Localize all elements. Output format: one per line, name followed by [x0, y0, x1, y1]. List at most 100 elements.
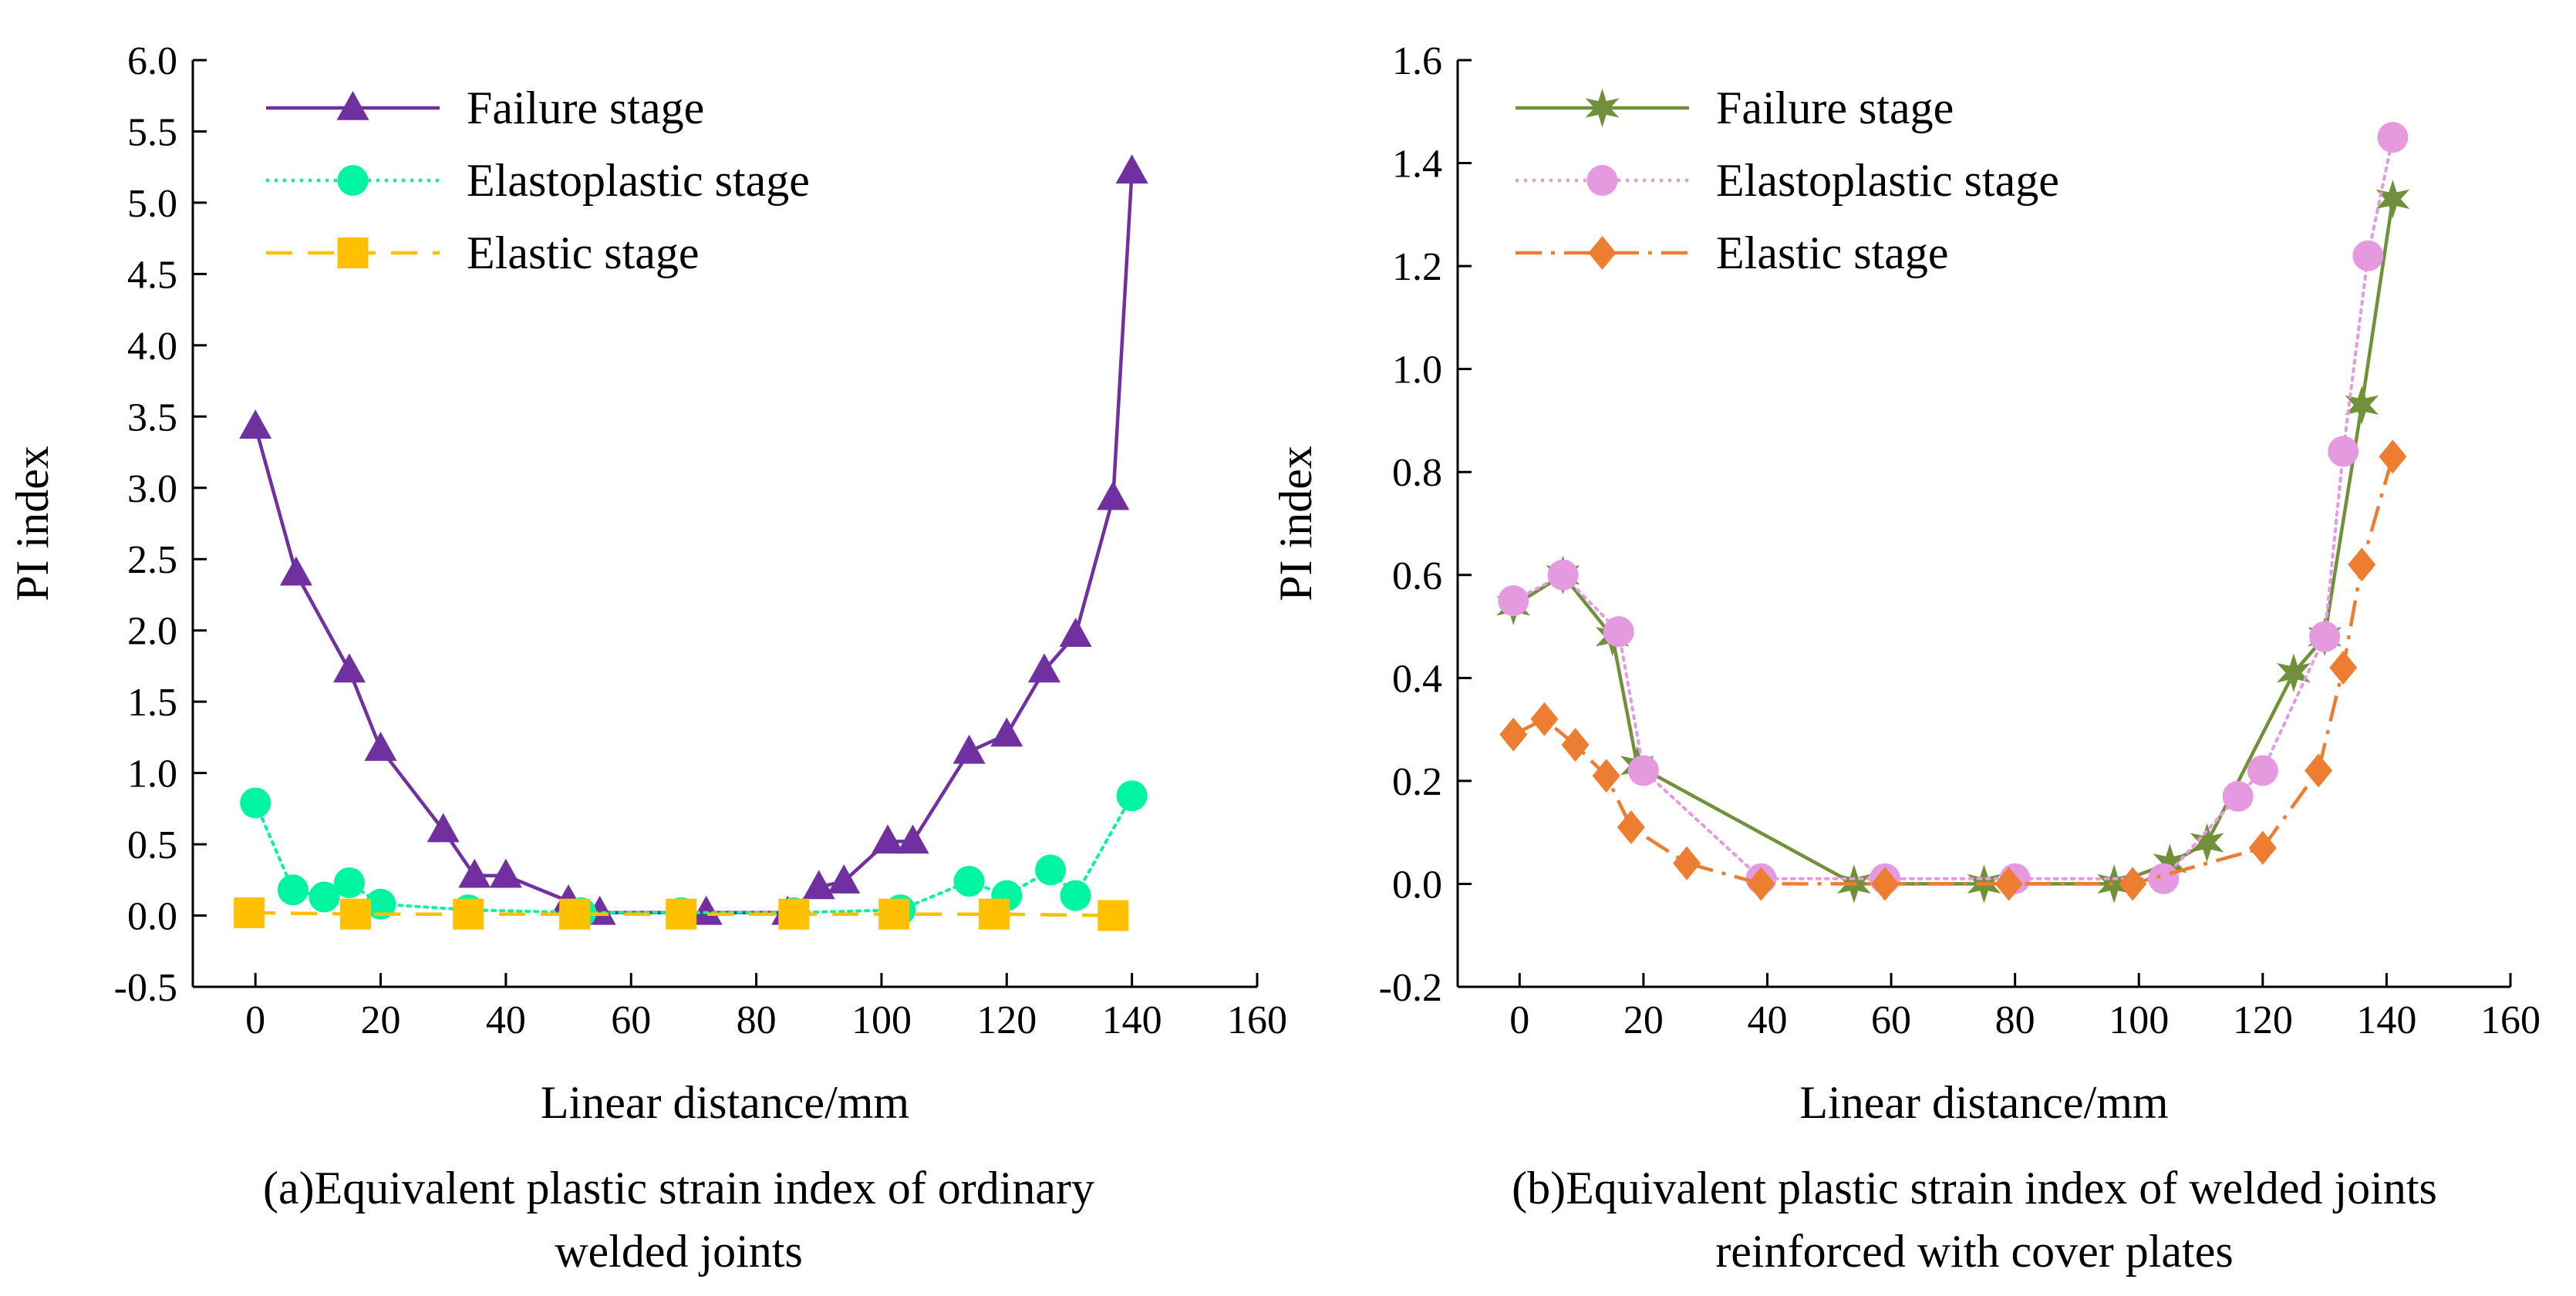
x-tick-label-a: 60: [611, 998, 651, 1042]
data-point-b-0: [2190, 823, 2224, 863]
data-point-b-2: [1871, 867, 1900, 901]
data-point-a-0: [953, 734, 986, 764]
y-tick-label-b: -0.2: [1379, 966, 1442, 1010]
caption-a-line1: (a)Equivalent plastic strain index of or…: [263, 1163, 1094, 1214]
data-point-b-2: [2348, 547, 2376, 582]
legend-label-a-0: Failure stage: [467, 82, 704, 133]
legend-marker-b-2: [1588, 236, 1617, 270]
data-point-a-2: [1097, 900, 1129, 931]
y-tick-label-a: 4.5: [127, 253, 177, 297]
data-point-a-1: [277, 874, 309, 906]
data-point-a-1: [365, 888, 396, 920]
legend-label-a-2: Elastic stage: [467, 227, 700, 278]
data-point-b-2: [1617, 810, 1645, 844]
chart-panel-a: -0.5 0.0 0.5 1.0 1.5 2.0 2.5 3.0 3.5 4.0 4.5 5.0 5.5…: [7, 39, 1287, 1128]
x-tick-label-a: 40: [486, 998, 526, 1042]
legend-label-b-1: Elastoplastic stage: [1716, 155, 2059, 206]
data-point-a-0: [1115, 154, 1148, 183]
x-tick-label-a: 160: [1227, 998, 1287, 1042]
data-point-a-0: [896, 824, 929, 854]
data-point-b-2: [2379, 439, 2407, 474]
data-point-a-2: [878, 898, 910, 930]
series-line-a-0: [254, 171, 1134, 915]
data-point-a-0: [489, 858, 522, 888]
data-point-a-0: [690, 895, 723, 925]
data-point-b-1: [2309, 621, 2341, 652]
data-point-b-2: [2329, 650, 2358, 685]
y-tick-label-b: 0.6: [1392, 554, 1442, 598]
legend-marker-a-2: [337, 237, 369, 268]
y-tick-label-a: 5.5: [127, 110, 177, 154]
x-tick-label-b: 100: [2109, 998, 2169, 1042]
data-point-b-1: [1498, 585, 1529, 617]
data-point-b-1: [2352, 240, 2384, 271]
data-point-a-1: [1035, 854, 1067, 886]
data-point-b-2: [1994, 867, 2023, 901]
x-tick-label-a: 80: [737, 998, 777, 1042]
data-point-a-1: [953, 866, 985, 897]
caption-b-line2: reinforced with cover plates: [1715, 1226, 2234, 1277]
y-tick-label-b: 1.0: [1392, 348, 1442, 392]
data-point-b-2: [1592, 759, 1620, 793]
data-point-a-1: [1060, 880, 1091, 911]
y-tick-label-a: 1.0: [127, 752, 177, 796]
caption-a: (a)Equivalent plastic strain index of or…: [147, 1156, 1211, 1283]
data-point-a-1: [309, 881, 340, 913]
data-point-a-0: [332, 653, 366, 683]
data-point-a-2: [778, 898, 810, 930]
data-point-b-0: [2375, 179, 2410, 219]
data-point-b-1: [2247, 755, 2278, 786]
data-point-a-2: [234, 897, 265, 928]
data-point-a-0: [1028, 653, 1060, 683]
data-point-a-2: [453, 898, 484, 930]
y-tick-label-a: 3.5: [127, 396, 177, 439]
data-point-a-0: [458, 858, 491, 888]
data-point-b-0: [2276, 653, 2311, 693]
y-tick-label-a: 2.5: [127, 538, 177, 582]
y-tick-label-b: 1.4: [1392, 143, 1442, 187]
legend-label-b-2: Elastic stage: [1716, 227, 1949, 278]
caption-b: (b)Equivalent plastic strain index of we…: [1373, 1156, 2576, 1283]
y-tick-label-b: 0.4: [1392, 657, 1442, 701]
data-point-b-2: [2248, 830, 2277, 865]
y-tick-label-a: 3.0: [127, 467, 177, 511]
y-axis-label-b: PI index: [1270, 446, 1321, 601]
y-tick-label-b: 0.8: [1392, 451, 1442, 495]
legend-marker-b-0: [1585, 88, 1620, 128]
x-axis-label-a: Linear distance/mm: [541, 1077, 909, 1128]
data-point-b-1: [2328, 436, 2359, 467]
data-point-b-1: [1547, 559, 1579, 591]
data-point-a-0: [364, 732, 397, 761]
y-tick-label-b: 1.2: [1392, 245, 1442, 289]
x-tick-label-a: 100: [851, 998, 912, 1042]
data-point-a-0: [1059, 618, 1092, 647]
x-tick-label-a: 140: [1102, 998, 1162, 1042]
legend-label-a-1: Elastoplastic stage: [467, 155, 810, 206]
data-point-b-1: [2222, 780, 2254, 812]
data-point-b-2: [1530, 702, 1559, 736]
data-point-b-1: [1603, 616, 1634, 648]
data-point-a-2: [340, 898, 372, 930]
data-point-b-1: [2377, 122, 2409, 153]
chart-panel-b: -0.2 0.0 0.2 0.4 0.6 0.8 1.0 1.2 1.4 1.6 0 20 40 60 80…: [1270, 39, 2541, 1128]
data-point-a-0: [872, 824, 905, 854]
y-tick-label-a: -0.5: [114, 966, 177, 1010]
y-tick-label-a: 2.0: [127, 610, 177, 654]
caption-b-line1: (b)Equivalent plastic strain index of we…: [1512, 1163, 2437, 1214]
x-tick-label-b: 20: [1623, 998, 1664, 1042]
series-line-b-1: [1512, 136, 2395, 880]
data-point-b-1: [1627, 755, 1659, 786]
legend-label-b-0: Failure stage: [1716, 82, 1954, 133]
x-tick-label-b: 60: [1871, 998, 1911, 1042]
legend-marker-b-1: [1586, 165, 1618, 196]
y-tick-label-b: 0.2: [1392, 760, 1442, 804]
data-point-a-0: [279, 556, 312, 586]
data-point-b-2: [1747, 867, 1775, 901]
y-tick-label-a: 0.5: [127, 823, 177, 867]
data-point-a-0: [802, 870, 835, 900]
legend-marker-a-0: [336, 90, 369, 120]
x-tick-label-b: 120: [2233, 998, 2293, 1042]
data-point-b-2: [1673, 846, 1701, 880]
y-tick-label-a: 1.5: [127, 681, 177, 725]
y-tick-label-a: 5.0: [127, 182, 177, 226]
